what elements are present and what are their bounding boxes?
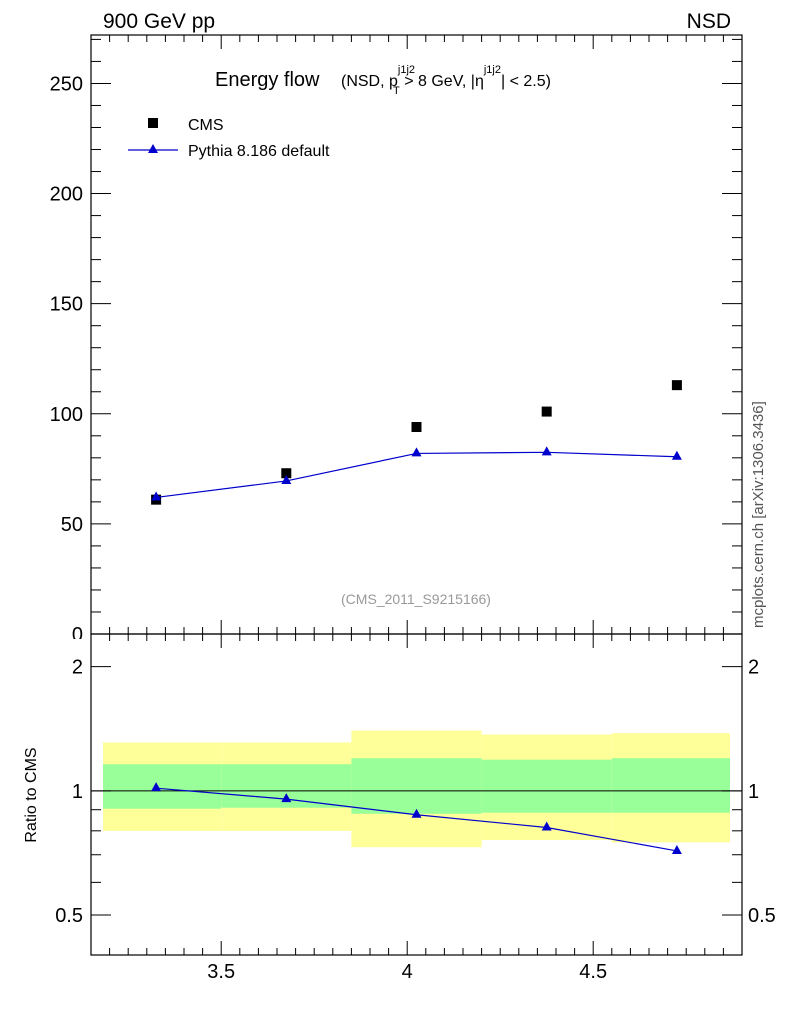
y-tick-label: 100 [50, 404, 83, 426]
pythia-point [541, 446, 552, 456]
cms-point [671, 380, 682, 391]
ratio-y-tick-label-right: 2 [748, 657, 759, 679]
cms-point [541, 406, 552, 417]
ratio-band-green [351, 758, 482, 814]
pythia-point [411, 447, 422, 457]
y-tick-label: 150 [50, 294, 83, 316]
cms-point [281, 468, 292, 479]
legend-pythia-label: Pythia 8.186 default [188, 143, 330, 160]
pythia-point [671, 450, 682, 460]
legend-cms-marker [148, 118, 158, 128]
x-tick-label: 4.5 [579, 961, 607, 983]
ratio-y-tick-label-left: 0.5 [55, 905, 83, 927]
analysis-watermark: (CMS_2011_S9215166) [341, 591, 491, 607]
x-tick-label: 3.5 [207, 961, 235, 983]
ratio-band-green [103, 764, 222, 809]
ratio-y-tick-label-left: 1 [72, 781, 83, 803]
ratio-y-tick-label-right: 1 [748, 781, 759, 803]
ratio-pythia-point [541, 821, 552, 831]
ratio-ylabel: Ratio to CMS [23, 747, 40, 842]
legend-cms-label: CMS [188, 117, 224, 134]
legend-pythia-marker [148, 144, 158, 153]
ratio-panel: 3.5 4 4.5 0.5 0.5 1 1 2 2 [55, 633, 776, 983]
plot-title: Energy flow [215, 69, 320, 91]
ratio-band-green [611, 758, 730, 813]
side-label: mcplots.cern.ch [arXiv:1306.3436] [750, 401, 767, 628]
pythia-line [156, 451, 677, 499]
y-tick-label: 200 [50, 184, 83, 206]
ratio-band-green [481, 759, 612, 813]
pythia-point [151, 491, 162, 501]
y-tick-label: 50 [61, 514, 83, 536]
cms-point [411, 421, 422, 432]
ratio-frame [90, 633, 743, 956]
ratio-pythia-point [281, 793, 292, 803]
ratio-pythia-point [411, 808, 422, 818]
x-tick-label: 4 [402, 961, 413, 983]
header-right: NSD [687, 10, 731, 33]
header-left: 900 GeV pp [103, 10, 215, 33]
pythia-point [281, 474, 292, 484]
ratio-y-tick-label-left: 2 [72, 657, 83, 679]
ratio-pythia-point [151, 782, 162, 792]
y-tick-label-zero: 0 [72, 624, 83, 646]
ratio-y-tick-label-right: 0.5 [748, 905, 776, 927]
y-tick-label: 250 [50, 73, 83, 95]
plot-title-cut: (NSD, pj1j2 T > 8 GeV, |ηj1j2| < 2.5) [341, 64, 551, 97]
ratio-pythia-point [671, 844, 682, 854]
